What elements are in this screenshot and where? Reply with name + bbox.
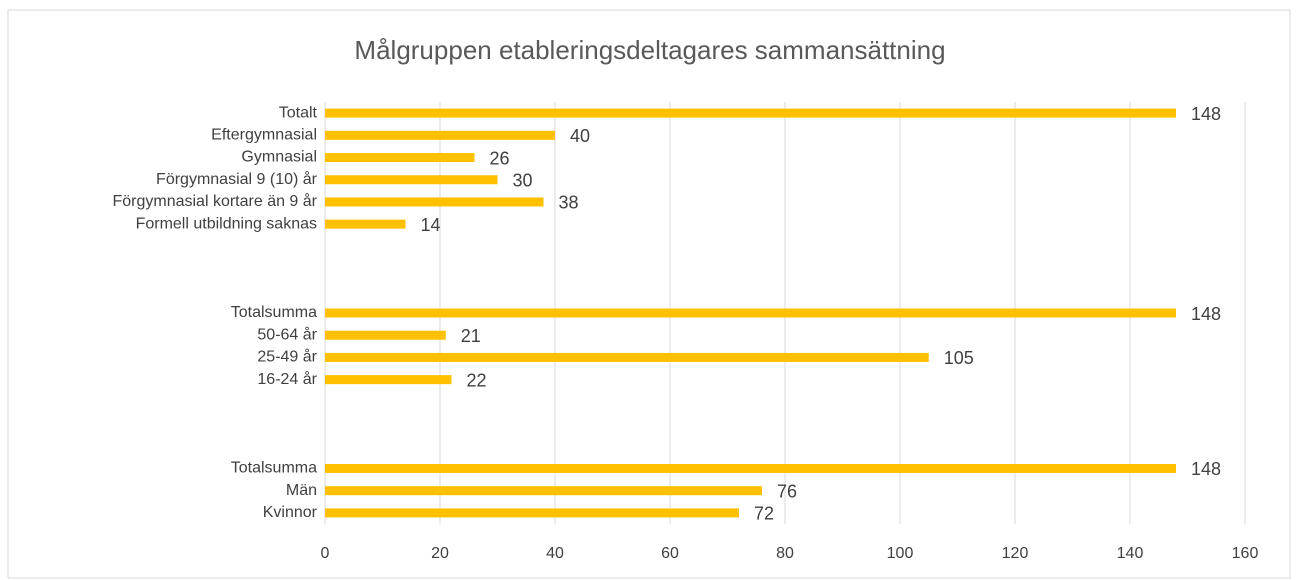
bar (325, 108, 1176, 118)
chart-title: Målgruppen etableringsdeltagares sammans… (354, 35, 945, 65)
value-label: 105 (944, 348, 974, 368)
bar (325, 330, 446, 340)
bar (325, 508, 739, 518)
x-tick-label: 120 (1002, 545, 1029, 562)
value-label: 30 (513, 170, 533, 190)
y-tick-label: Gymnasial (241, 149, 317, 166)
y-tick-label: Formell utbildning saknas (136, 215, 317, 232)
x-tick-label: 40 (546, 545, 564, 562)
value-label: 72 (754, 504, 774, 524)
bar (325, 175, 498, 185)
bar (325, 486, 762, 496)
y-tick-label: 50-64 år (257, 325, 317, 343)
x-tick-label: 140 (1117, 545, 1144, 562)
y-tick-label: Män (286, 482, 317, 499)
bar (325, 375, 452, 385)
y-tick-label: Totalt (279, 104, 318, 121)
value-label: 40 (570, 126, 590, 146)
y-tick-label: Förgymnasial 9 (10) år (156, 170, 318, 188)
value-label: 38 (559, 193, 579, 213)
y-tick-label: 25-49 år (257, 348, 317, 366)
x-tick-label: 20 (431, 545, 449, 562)
value-label: 21 (461, 326, 481, 346)
bar (325, 153, 475, 163)
y-tick-label: Förgymnasial kortare än 9 år (112, 192, 317, 210)
value-label: 14 (421, 215, 441, 235)
bar (325, 130, 555, 140)
bar (325, 308, 1176, 318)
value-label: 26 (490, 148, 510, 168)
x-tick-label: 80 (776, 545, 794, 562)
y-tick-label: Kvinnor (263, 504, 318, 521)
bar (325, 352, 929, 362)
value-label: 76 (777, 481, 797, 501)
bar (325, 219, 406, 229)
chart-border (7, 9, 1291, 579)
value-label: 22 (467, 370, 487, 390)
x-tick-label: 100 (887, 545, 914, 562)
y-tick-label: Eftergymnasial (211, 127, 317, 144)
bar (325, 463, 1176, 473)
value-label: 148 (1191, 459, 1221, 479)
value-label: 148 (1191, 104, 1221, 124)
y-tick-label: Totalsumma (231, 304, 317, 321)
x-tick-label: 60 (661, 545, 679, 562)
value-label: 148 (1191, 304, 1221, 324)
x-tick-label: 160 (1232, 545, 1259, 562)
x-tick-label: 0 (321, 545, 330, 562)
y-tick-label: 16-24 år (257, 370, 317, 388)
y-tick-label: Totalsumma (231, 460, 317, 477)
bar (325, 197, 544, 207)
